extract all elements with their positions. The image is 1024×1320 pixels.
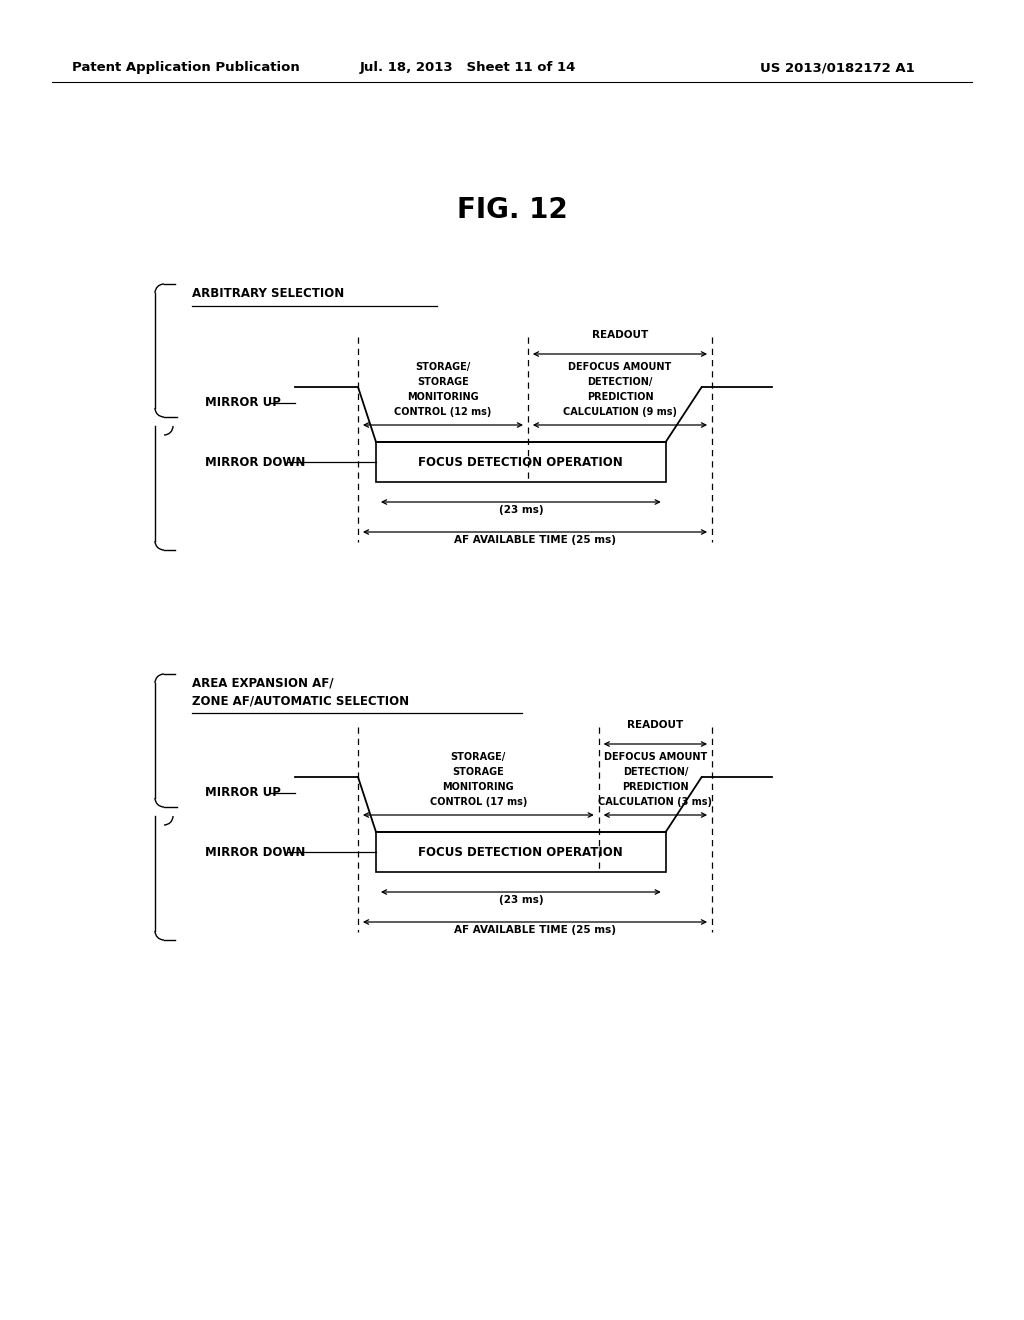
Text: Patent Application Publication: Patent Application Publication	[72, 62, 300, 74]
Text: ARBITRARY SELECTION: ARBITRARY SELECTION	[193, 286, 344, 300]
Text: Jul. 18, 2013   Sheet 11 of 14: Jul. 18, 2013 Sheet 11 of 14	[360, 62, 577, 74]
Bar	[376, 442, 666, 482]
Text: FIG. 12: FIG. 12	[457, 195, 567, 224]
Text: PREDICTION: PREDICTION	[622, 781, 689, 792]
Text: DETECTION/: DETECTION/	[623, 767, 688, 777]
Text: US 2013/0182172 A1: US 2013/0182172 A1	[760, 62, 914, 74]
Text: FOCUS DETECTION OPERATION: FOCUS DETECTION OPERATION	[419, 455, 624, 469]
Text: DEFOCUS AMOUNT: DEFOCUS AMOUNT	[604, 752, 707, 762]
Text: STORAGE: STORAGE	[453, 767, 504, 777]
Text: ZONE AF/AUTOMATIC SELECTION: ZONE AF/AUTOMATIC SELECTION	[193, 694, 410, 708]
Text: MIRROR UP: MIRROR UP	[205, 396, 281, 409]
Text: CALCULATION (9 ms): CALCULATION (9 ms)	[563, 407, 677, 417]
Text: MONITORING: MONITORING	[408, 392, 479, 403]
Text: STORAGE/: STORAGE/	[451, 752, 506, 762]
Text: MIRROR DOWN: MIRROR DOWN	[205, 846, 305, 858]
Text: DEFOCUS AMOUNT: DEFOCUS AMOUNT	[568, 362, 672, 372]
Text: PREDICTION: PREDICTION	[587, 392, 653, 403]
Text: MIRROR DOWN: MIRROR DOWN	[205, 455, 305, 469]
Text: AREA EXPANSION AF/: AREA EXPANSION AF/	[193, 677, 334, 690]
Text: READOUT: READOUT	[628, 719, 683, 730]
Text: CALCULATION (3 ms): CALCULATION (3 ms)	[598, 797, 713, 807]
Text: MIRROR UP: MIRROR UP	[205, 785, 281, 799]
Text: READOUT: READOUT	[592, 330, 648, 341]
Text: AF AVAILABLE TIME (25 ms): AF AVAILABLE TIME (25 ms)	[454, 535, 616, 545]
Text: (23 ms): (23 ms)	[499, 506, 543, 515]
Text: AF AVAILABLE TIME (25 ms): AF AVAILABLE TIME (25 ms)	[454, 925, 616, 935]
Text: (23 ms): (23 ms)	[499, 895, 543, 906]
Text: STORAGE: STORAGE	[417, 378, 469, 387]
Text: STORAGE/: STORAGE/	[416, 362, 471, 372]
Text: CONTROL (12 ms): CONTROL (12 ms)	[394, 407, 492, 417]
Text: FOCUS DETECTION OPERATION: FOCUS DETECTION OPERATION	[419, 846, 624, 858]
Bar	[376, 832, 666, 873]
Text: DETECTION/: DETECTION/	[588, 378, 652, 387]
Text: MONITORING: MONITORING	[442, 781, 514, 792]
Text: CONTROL (17 ms): CONTROL (17 ms)	[430, 797, 527, 807]
